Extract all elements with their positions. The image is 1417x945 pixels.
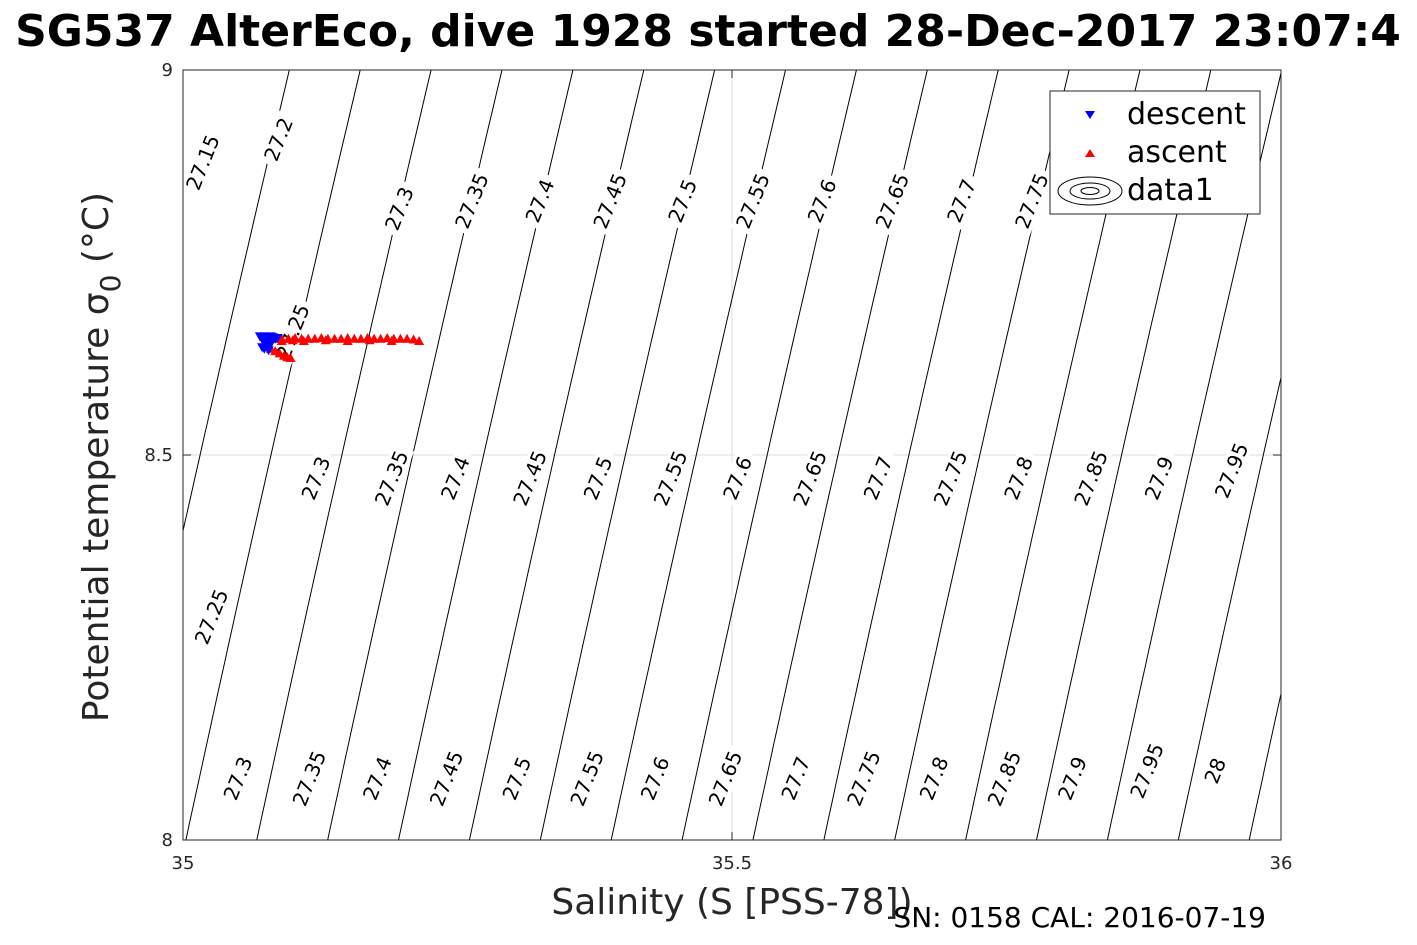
contour-label-bg: [286, 743, 332, 814]
contour-label-bg: [927, 443, 974, 513]
contour-label-bg: [998, 448, 1039, 508]
legend-descent-label: descent: [1127, 97, 1246, 132]
contour-label-bg: [180, 127, 226, 198]
contour-label-bg: [1068, 443, 1114, 513]
contour-label-bg: [258, 110, 299, 169]
contour-line: [183, 70, 290, 533]
contour-label-bg: [1052, 749, 1093, 808]
contour-label-bg: [496, 749, 538, 808]
contour-label-bg: [423, 743, 470, 814]
contour-label-bg: [981, 743, 1027, 814]
contour-label-bg: [730, 166, 776, 236]
contour-label-bg: [587, 166, 633, 236]
contour-label-bg: [188, 581, 235, 652]
x-tick-label: 35: [172, 853, 195, 874]
contour-label-bg: [434, 448, 476, 508]
contour-label-bg: [1199, 752, 1231, 789]
y-tick-label: 8.5: [144, 445, 173, 466]
contour-label-bg: [356, 749, 398, 808]
y-axis-label-symbol: σ: [76, 292, 117, 315]
ascent-point: [364, 335, 375, 345]
contour-label-bg: [869, 166, 915, 236]
contour-label-bg: [775, 749, 817, 808]
descent-point: [263, 346, 274, 356]
legend-contour-icon: [1057, 176, 1123, 206]
contour-label-bg: [577, 448, 619, 508]
contour-label-bg: [449, 166, 495, 236]
ascent-point: [298, 336, 309, 345]
x-tick-label: 36: [1270, 853, 1293, 874]
contour-label-bg: [647, 443, 694, 513]
chart-title: SG537 AlterEco, dive 1928 started 28-Dec…: [15, 6, 1401, 57]
legend-ascent-marker: [1085, 149, 1095, 157]
contour-label-bg: [1138, 448, 1180, 508]
contour-label-bg: [369, 443, 415, 513]
y-axis-ticks: 88.59: [144, 60, 1281, 851]
ascent-point: [402, 333, 412, 343]
ascent-point: [349, 333, 360, 343]
serial-calibration-footer: SN: 0158 CAL: 2016-07-19: [893, 901, 1266, 934]
contour-line: [1248, 691, 1281, 840]
ascent-point: [408, 334, 419, 344]
contour-label-bg: [857, 448, 899, 508]
ascent-point: [276, 336, 287, 345]
contour-label-bg: [634, 749, 676, 808]
legend-ascent-label: ascent: [1127, 135, 1227, 170]
contour-label-bg: [564, 743, 610, 814]
x-axis-label: Salinity (S [PSS-78]): [551, 882, 912, 923]
ascent-point: [395, 333, 406, 343]
contour-label-bg: [270, 297, 316, 367]
data-points: [254, 332, 425, 362]
descent-point: [264, 341, 275, 351]
ascent-point: [386, 336, 397, 345]
contour-label-bg: [519, 171, 561, 231]
contour-label-bg: [787, 443, 833, 513]
contour-label-bg: [662, 171, 703, 231]
ascent-point: [414, 336, 425, 345]
legend-data1-label: data1: [1127, 173, 1214, 208]
contour-label-bg: [1009, 166, 1055, 236]
y-tick-label: 9: [162, 60, 173, 81]
ascent-point: [329, 333, 340, 343]
contour-label-bg: [913, 749, 955, 808]
contour-label-bg: [295, 448, 337, 508]
contour-label-bg: [1124, 735, 1170, 806]
x-tick-label: 35.5: [712, 853, 752, 874]
ascent-point: [287, 335, 298, 345]
contour-label-bg: [1209, 435, 1255, 506]
contour-label-bg: [217, 749, 259, 808]
y-axis-label: Potential temperature σ0 (°C): [76, 192, 127, 722]
descent-point: [272, 334, 283, 343]
contour-label-bg: [702, 743, 748, 814]
contour-line: [185, 70, 361, 840]
y-axis-label-main: Potential temperature: [76, 315, 117, 722]
contour-label-bg: [507, 443, 553, 513]
legend-descent-marker: [1085, 111, 1095, 119]
legend: descent ascent data1: [1049, 90, 1261, 215]
y-axis-label-unit: (°C): [76, 192, 117, 275]
contour-label-bg: [801, 171, 843, 231]
contour-label-bg: [378, 179, 420, 238]
y-tick-label: 8: [162, 830, 173, 851]
x-axis-ticks: 35 35.5 36: [172, 70, 1293, 874]
contour-line: [1177, 375, 1281, 840]
contour-label-bg: [841, 743, 887, 814]
y-axis-label-subscript: 0: [94, 275, 127, 293]
ascent-point: [342, 336, 353, 345]
contour-label-bg: [941, 171, 982, 231]
contour-label-bg: [717, 448, 758, 508]
ascent-point: [285, 353, 296, 362]
ascent-point: [320, 335, 331, 345]
